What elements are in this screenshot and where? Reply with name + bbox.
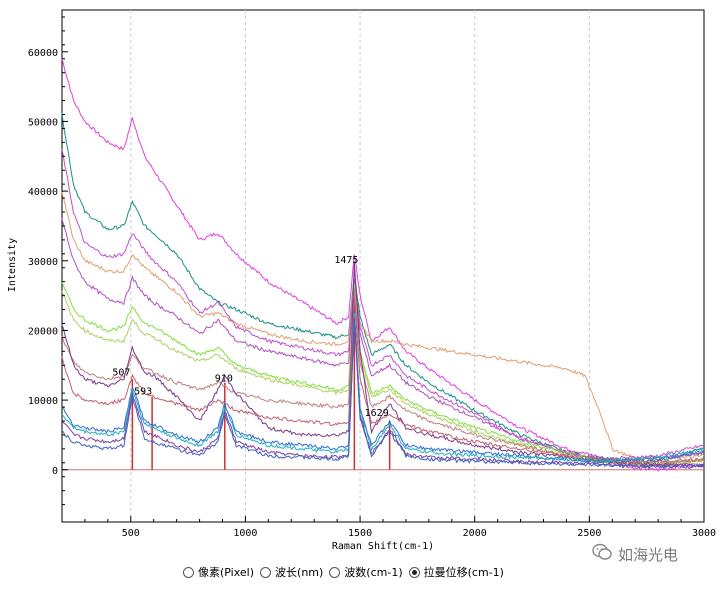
x-axis-title: Raman Shift(cm-1) — [332, 541, 434, 552]
x-tick-label: 2500 — [577, 528, 601, 539]
y-axis-title: Intensity — [7, 238, 18, 292]
peak-label: 1475 — [334, 255, 358, 266]
series-line-12 — [61, 313, 705, 463]
unit-mode-bar: 像素(Pixel) 波长(nm) 波数(cm-1) 拉曼位移(cm-1) — [183, 563, 510, 581]
series-line-14 — [61, 321, 705, 470]
mode-option-label: 拉曼位移(cm-1) — [423, 566, 504, 579]
series-line-13 — [61, 317, 705, 469]
mode-option[interactable]: 波数(cm-1) — [329, 564, 403, 580]
series-line-2 — [61, 112, 705, 464]
y-tick-label: 40000 — [28, 187, 58, 198]
wechat-icon — [592, 543, 612, 565]
y-tick-label: 60000 — [28, 48, 58, 59]
x-tick-label: 1000 — [233, 528, 257, 539]
mode-option[interactable]: 拉曼位移(cm-1) — [408, 564, 504, 580]
raman-spectrum-chart: 0 10000 20000 30000 40000 50000 60000 500 1000 15… — [7, 9, 716, 552]
x-tick-label: 3000 — [692, 528, 716, 539]
watermark: 如海光电 — [592, 543, 678, 565]
y-tick-label: 10000 — [28, 396, 58, 407]
series-line-10 — [61, 296, 705, 464]
y-tick-label: 50000 — [28, 117, 58, 128]
mode-option-label: 波数(cm-1) — [344, 566, 403, 579]
y-tick-label: 0 — [52, 466, 58, 477]
peak-label: 593 — [134, 387, 152, 398]
radio-button[interactable] — [260, 566, 272, 578]
mode-option-label: 像素(Pixel) — [198, 566, 255, 579]
peak-label: 910 — [215, 373, 233, 384]
y-tick-label: 20000 — [28, 326, 58, 337]
x-tick-label: 500 — [122, 528, 140, 539]
series-layer — [61, 58, 705, 472]
peak-label: 1629 — [365, 408, 389, 419]
mode-option[interactable]: 波长(nm) — [260, 564, 323, 580]
y-tick-label: 30000 — [28, 257, 58, 268]
x-tick-label: 2000 — [463, 528, 487, 539]
peak-label: 507 — [112, 368, 130, 379]
plot-background — [61, 9, 705, 523]
radio-button[interactable] — [183, 566, 194, 578]
watermark-text: 如海光电 — [618, 545, 679, 564]
radio-button[interactable] — [329, 566, 341, 578]
mode-option[interactable]: 像素(Pixel) — [183, 564, 254, 580]
radio-button[interactable] — [408, 566, 420, 578]
series-line-3 — [61, 192, 705, 461]
mode-option-label: 波长(nm) — [275, 566, 324, 579]
x-tick-label: 1500 — [348, 528, 372, 539]
axes: 0 10000 20000 30000 40000 50000 60000 500 1000 15… — [28, 16, 716, 539]
grid-layer — [62, 10, 704, 522]
